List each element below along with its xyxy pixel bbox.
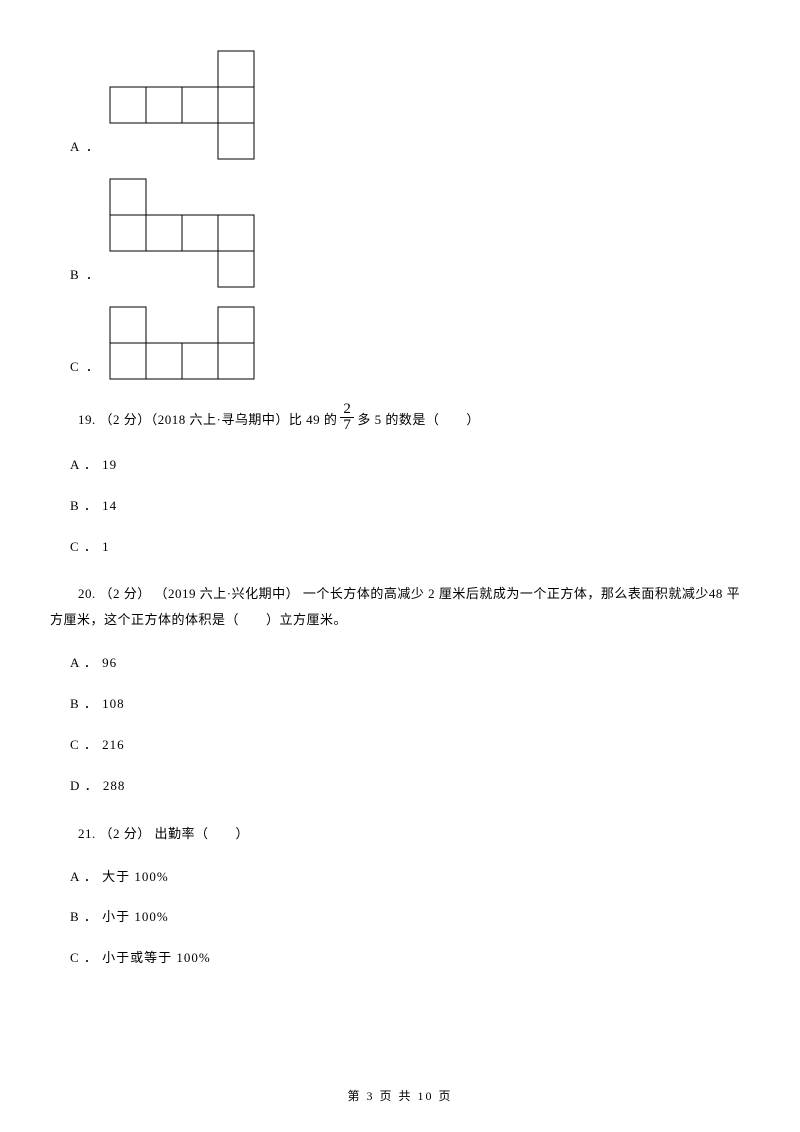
q21-option-b: B ． 小于 100% [70, 907, 750, 928]
cube-net-b [109, 178, 255, 288]
q21-option-a: A ． 大于 100% [70, 867, 750, 888]
q20-option-a: A ． 96 [70, 653, 750, 674]
option-a-label: A ． [70, 137, 101, 160]
q19-option-c: C ． 1 [70, 537, 750, 558]
cube-net-c [109, 306, 255, 380]
option-a-row: A ． [70, 50, 750, 160]
question-21: 21. （2 分） 出勤率（ ） [50, 821, 750, 847]
page-content: A ． B ． C ． 19. （2 分）（2018 六上·寻乌期中）比 49 … [0, 0, 800, 1009]
question-19: 19. （2 分）（2018 六上·寻乌期中）比 49 的 2 7 多 5 的数… [50, 404, 750, 435]
option-c-row: C ． [70, 306, 750, 380]
fraction-2-7: 2 7 [340, 402, 354, 433]
fraction-denominator: 7 [340, 418, 354, 433]
q20-option-b: B ． 108 [70, 694, 750, 715]
footer-middle: 页 共 [374, 1089, 417, 1103]
option-b-row: B ． [70, 178, 750, 288]
q21-option-c: C ． 小于或等于 100% [70, 948, 750, 969]
option-c-label: C ． [70, 357, 101, 380]
footer-suffix: 页 [434, 1089, 453, 1103]
q19-option-b: B ． 14 [70, 496, 750, 517]
page-footer: 第 3 页 共 10 页 [0, 1087, 800, 1104]
q19-prefix: 19. （2 分）（2018 六上·寻乌期中）比 49 的 [78, 407, 337, 433]
footer-prefix: 第 [347, 1089, 366, 1103]
q20-option-c: C ． 216 [70, 735, 750, 756]
q19-suffix: 多 5 的数是（ ） [357, 407, 480, 433]
question-20: 20. （2 分） （2019 六上·兴化期中） 一个长方体的高减少 2 厘米后… [50, 581, 750, 633]
cube-net-a [109, 50, 255, 160]
footer-total: 10 [418, 1089, 434, 1103]
option-b-label: B ． [70, 265, 101, 288]
q20-option-d: D ． 288 [70, 776, 750, 797]
fraction-numerator: 2 [340, 402, 354, 418]
q19-option-a: A ． 19 [70, 455, 750, 476]
